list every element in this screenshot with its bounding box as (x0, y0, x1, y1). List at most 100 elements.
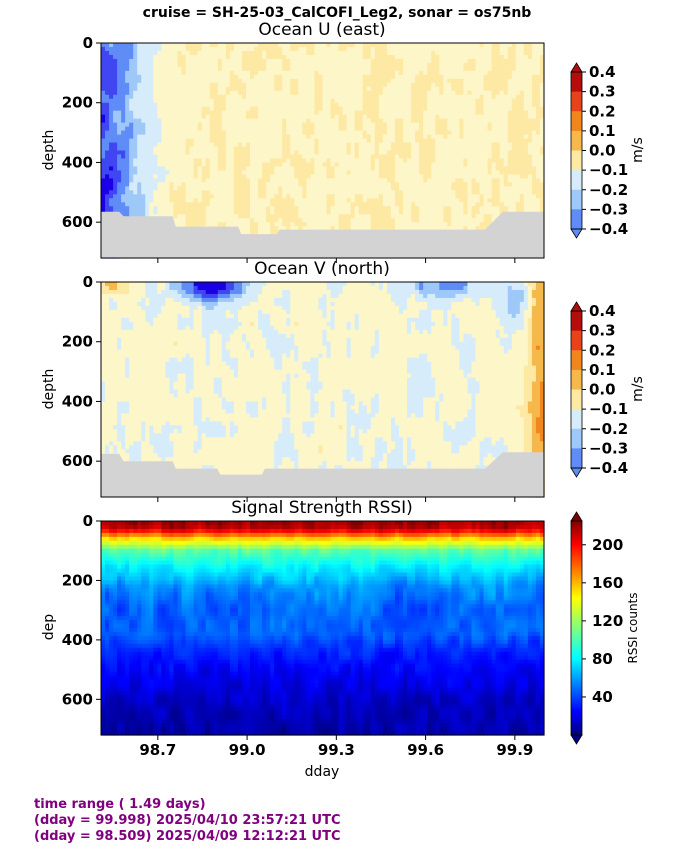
heatmap-cell (326, 106, 332, 112)
heatmap-cell (193, 46, 199, 52)
heatmap-cell (286, 78, 291, 84)
heatmap-cell (314, 46, 320, 52)
heatmap-cell (419, 58, 424, 64)
heatmap-cell (141, 78, 146, 84)
heatmap-cell (459, 58, 465, 64)
heatmap-cell (302, 50, 307, 56)
heatmap-cell (354, 62, 360, 68)
heatmap-cell (189, 178, 195, 183)
heatmap-cell (189, 54, 195, 60)
heatmap-cell (197, 142, 203, 148)
heatmap-cell (217, 146, 223, 152)
heatmap-cell (282, 226, 287, 231)
heatmap-cell (109, 43, 114, 48)
heatmap-cell (157, 170, 163, 175)
heatmap-cell (262, 62, 267, 68)
heatmap-cell (358, 118, 364, 124)
heatmap-cell (181, 186, 187, 191)
heatmap-cell (213, 46, 219, 52)
heatmap-cell (411, 146, 416, 152)
heatmap-cell (250, 110, 255, 116)
heatmap-cell (173, 94, 179, 100)
heatmap-cell (221, 146, 227, 152)
heatmap-cell (129, 182, 134, 187)
heatmap-cell (113, 150, 118, 156)
heatmap-cell (157, 146, 163, 152)
heatmap-cell (278, 122, 283, 128)
heatmap-cell (237, 170, 243, 175)
heatmap-cell (149, 98, 154, 104)
heatmap-cell (262, 194, 267, 199)
heatmap-cell (173, 58, 179, 64)
heatmap-cell (113, 50, 118, 56)
heatmap-cell (129, 186, 134, 191)
heatmap-cell (169, 146, 175, 152)
heatmap-cell (278, 142, 283, 148)
heatmap-cell (262, 46, 267, 52)
heatmap-cell (326, 226, 332, 231)
heatmap-cell (109, 114, 114, 120)
heatmap-cell (346, 130, 352, 136)
heatmap-cell (294, 210, 299, 215)
heatmap-cell (205, 190, 211, 195)
heatmap-cell (415, 198, 420, 203)
heatmap-cell (431, 74, 436, 80)
heatmap-cell (322, 186, 328, 191)
heatmap-cell (177, 154, 183, 160)
heatmap-cell (181, 114, 187, 120)
heatmap-cell (294, 90, 299, 96)
heatmap-cell (254, 114, 259, 120)
heatmap-cell (205, 118, 211, 124)
heatmap-cell (386, 102, 392, 108)
heatmap-cell (334, 130, 340, 136)
heatmap-cell (330, 162, 336, 168)
heatmap-cell (370, 70, 376, 76)
heatmap-cell (157, 90, 163, 96)
heatmap-cell (161, 98, 167, 104)
heatmap-cell (229, 90, 235, 96)
heatmap-cell (113, 94, 118, 100)
heatmap-cell (262, 214, 267, 219)
heatmap-cell (463, 122, 469, 128)
heatmap-cell (439, 210, 444, 215)
heatmap-cell (229, 138, 235, 144)
heatmap-cell (310, 94, 316, 100)
heatmap-cell (427, 142, 432, 148)
heatmap-cell (314, 126, 320, 132)
heatmap-cell (374, 62, 380, 68)
heatmap-cell (439, 102, 444, 108)
heatmap-cell (117, 62, 122, 68)
heatmap-cell (209, 82, 215, 88)
heatmap-cell (459, 94, 465, 100)
heatmap-cell (306, 126, 312, 132)
heatmap-cell (342, 186, 348, 191)
heatmap-cell (366, 82, 372, 88)
heatmap-cell (334, 150, 340, 156)
heatmap-cell (346, 182, 352, 187)
heatmap-cell (101, 202, 106, 207)
heatmap-cell (286, 106, 291, 112)
heatmap-cell (213, 202, 219, 207)
heatmap-cell (225, 134, 231, 140)
heatmap-cell (129, 106, 134, 112)
heatmap-cell (229, 126, 235, 132)
heatmap-cell (274, 194, 279, 199)
heatmap-cell (101, 126, 106, 132)
heatmap-cell (129, 102, 134, 108)
heatmap-cell (362, 46, 368, 52)
heatmap-cell (286, 122, 291, 128)
heatmap-cell (399, 182, 404, 187)
heatmap-cell (399, 90, 404, 96)
heatmap-cell (411, 110, 416, 116)
heatmap-cell (245, 114, 251, 120)
heatmap-cell (431, 202, 436, 207)
heatmap-cell (427, 46, 432, 52)
heatmap-cell (463, 110, 469, 116)
heatmap-cell (197, 70, 203, 76)
heatmap-cell (189, 202, 195, 207)
heatmap-cell (225, 214, 231, 219)
heatmap-cell (205, 166, 211, 172)
heatmap-cell (290, 122, 295, 128)
heatmap-cell (427, 178, 432, 183)
heatmap-cell (358, 202, 364, 207)
